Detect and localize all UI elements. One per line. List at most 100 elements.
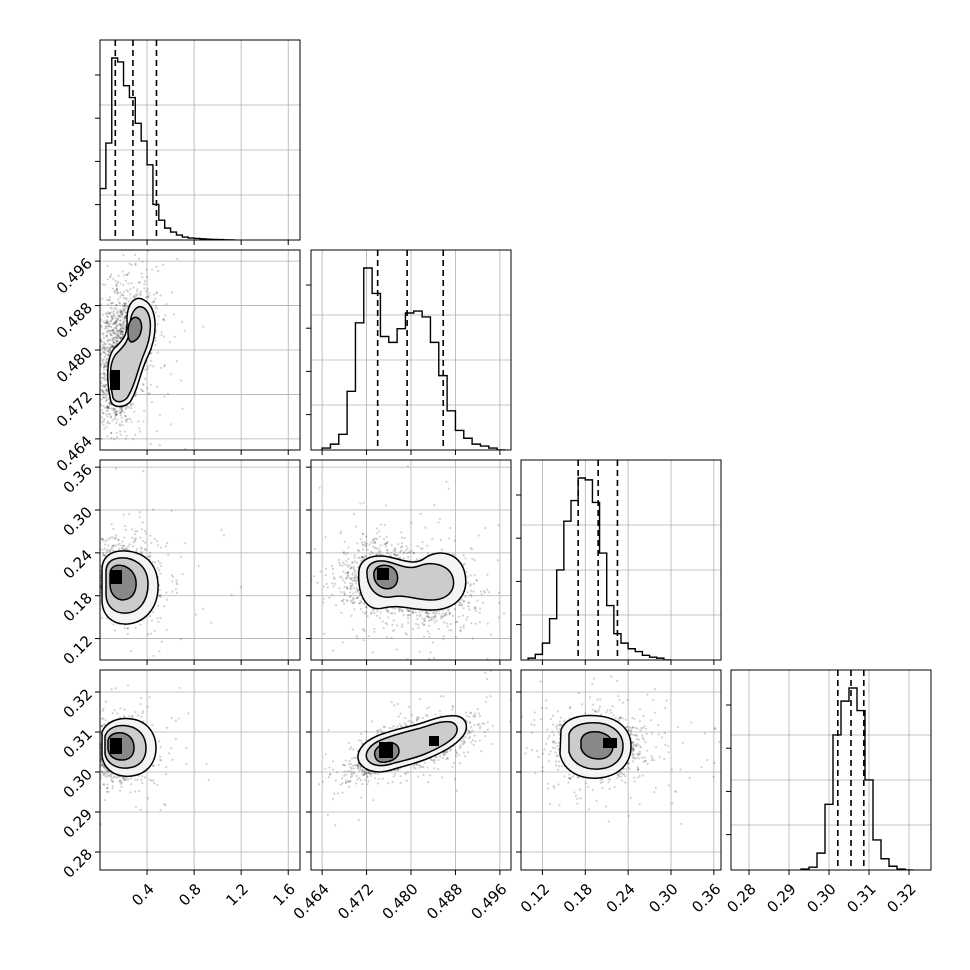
sample-point (104, 384, 107, 387)
sample-point (122, 544, 126, 548)
sample-point (113, 331, 116, 334)
sample-point (346, 570, 349, 573)
sample-point (119, 424, 122, 427)
sample-point (345, 598, 348, 602)
sample-point (89, 369, 91, 371)
sample-point (120, 408, 123, 411)
sample-point (121, 332, 124, 335)
sample-point (113, 332, 116, 336)
sample-point (118, 547, 121, 550)
sample-point (525, 577, 527, 579)
sample-point (498, 601, 501, 604)
sample-point (210, 621, 213, 624)
sample-point (374, 537, 377, 540)
sample-point (95, 389, 97, 391)
sample-point (105, 551, 108, 554)
sample-point (119, 310, 122, 313)
sample-point (106, 435, 109, 438)
sample-point (411, 610, 414, 614)
sample-point (100, 382, 103, 385)
sample-point (116, 339, 119, 343)
sample-point (103, 377, 107, 380)
sample-point (359, 559, 362, 562)
sample-point (406, 547, 409, 550)
sample-point (482, 601, 485, 604)
sample-point (91, 365, 93, 367)
sample-point (421, 617, 424, 620)
sample-point (116, 290, 119, 293)
sample-point (117, 322, 120, 326)
sample-point (391, 629, 395, 633)
sample-point (113, 417, 116, 421)
sample-point (136, 530, 139, 533)
sample-point (158, 588, 161, 592)
sample-point (149, 364, 152, 367)
sample-point (129, 417, 132, 421)
sample-point (435, 619, 438, 622)
sample-point (342, 602, 346, 605)
sample-point (142, 539, 145, 543)
sample-point (134, 263, 137, 267)
sample-point (371, 545, 375, 548)
sample-point (340, 600, 343, 603)
sample-point (347, 546, 350, 549)
sample-point (155, 430, 158, 433)
sample-point (151, 301, 154, 304)
sample-point (136, 91, 138, 93)
sample-point (95, 543, 97, 545)
sample-point (100, 376, 104, 379)
sample-point (363, 556, 366, 559)
sample-point (106, 329, 109, 333)
sample-point (150, 359, 153, 362)
sample-point (170, 574, 174, 577)
sample-point (459, 626, 462, 629)
sample-point (103, 392, 106, 395)
sample-point (363, 630, 366, 633)
sample-point (440, 614, 443, 618)
sample-point (112, 331, 115, 334)
sample-point (392, 549, 395, 552)
sample-point (143, 409, 146, 413)
sample-point (121, 334, 125, 337)
sample-point (114, 467, 118, 470)
sample-point (100, 318, 103, 321)
sample-point (373, 611, 376, 614)
sample-point (362, 558, 365, 561)
sample-point (165, 591, 168, 594)
sample-point (95, 599, 97, 601)
sample-point (372, 541, 375, 544)
sample-point (376, 527, 379, 530)
sample-point (123, 316, 126, 320)
sample-point (121, 424, 124, 427)
sample-point (341, 579, 344, 582)
sample-point (140, 272, 143, 275)
sample-point (126, 273, 129, 276)
sample-point (427, 616, 430, 619)
sample-point (324, 567, 328, 570)
sample-point (383, 523, 386, 527)
sample-point (352, 597, 355, 600)
sample-point (484, 527, 487, 530)
sample-point (115, 436, 119, 439)
sample-point (174, 588, 178, 591)
sample-point (140, 550, 143, 553)
sample-point (497, 524, 500, 527)
sample-point (109, 276, 112, 279)
sample-point (79, 580, 81, 582)
sample-point (394, 550, 397, 553)
sample-point (122, 305, 126, 308)
scatter-panel-2-0: 0.120.180.240.300.36 (60, 459, 301, 668)
sample-point (107, 402, 111, 405)
sample-point (115, 341, 118, 344)
sample-point (128, 543, 131, 546)
y-tick-label: 0.496 (53, 254, 96, 297)
sample-point (96, 545, 98, 547)
sample-point (86, 297, 88, 299)
sample-point (346, 565, 349, 568)
sample-point (376, 610, 379, 613)
sample-point (103, 342, 106, 346)
sample-point (477, 534, 481, 537)
sample-point (91, 334, 93, 336)
sample-point (124, 407, 127, 411)
sample-point (119, 327, 122, 330)
